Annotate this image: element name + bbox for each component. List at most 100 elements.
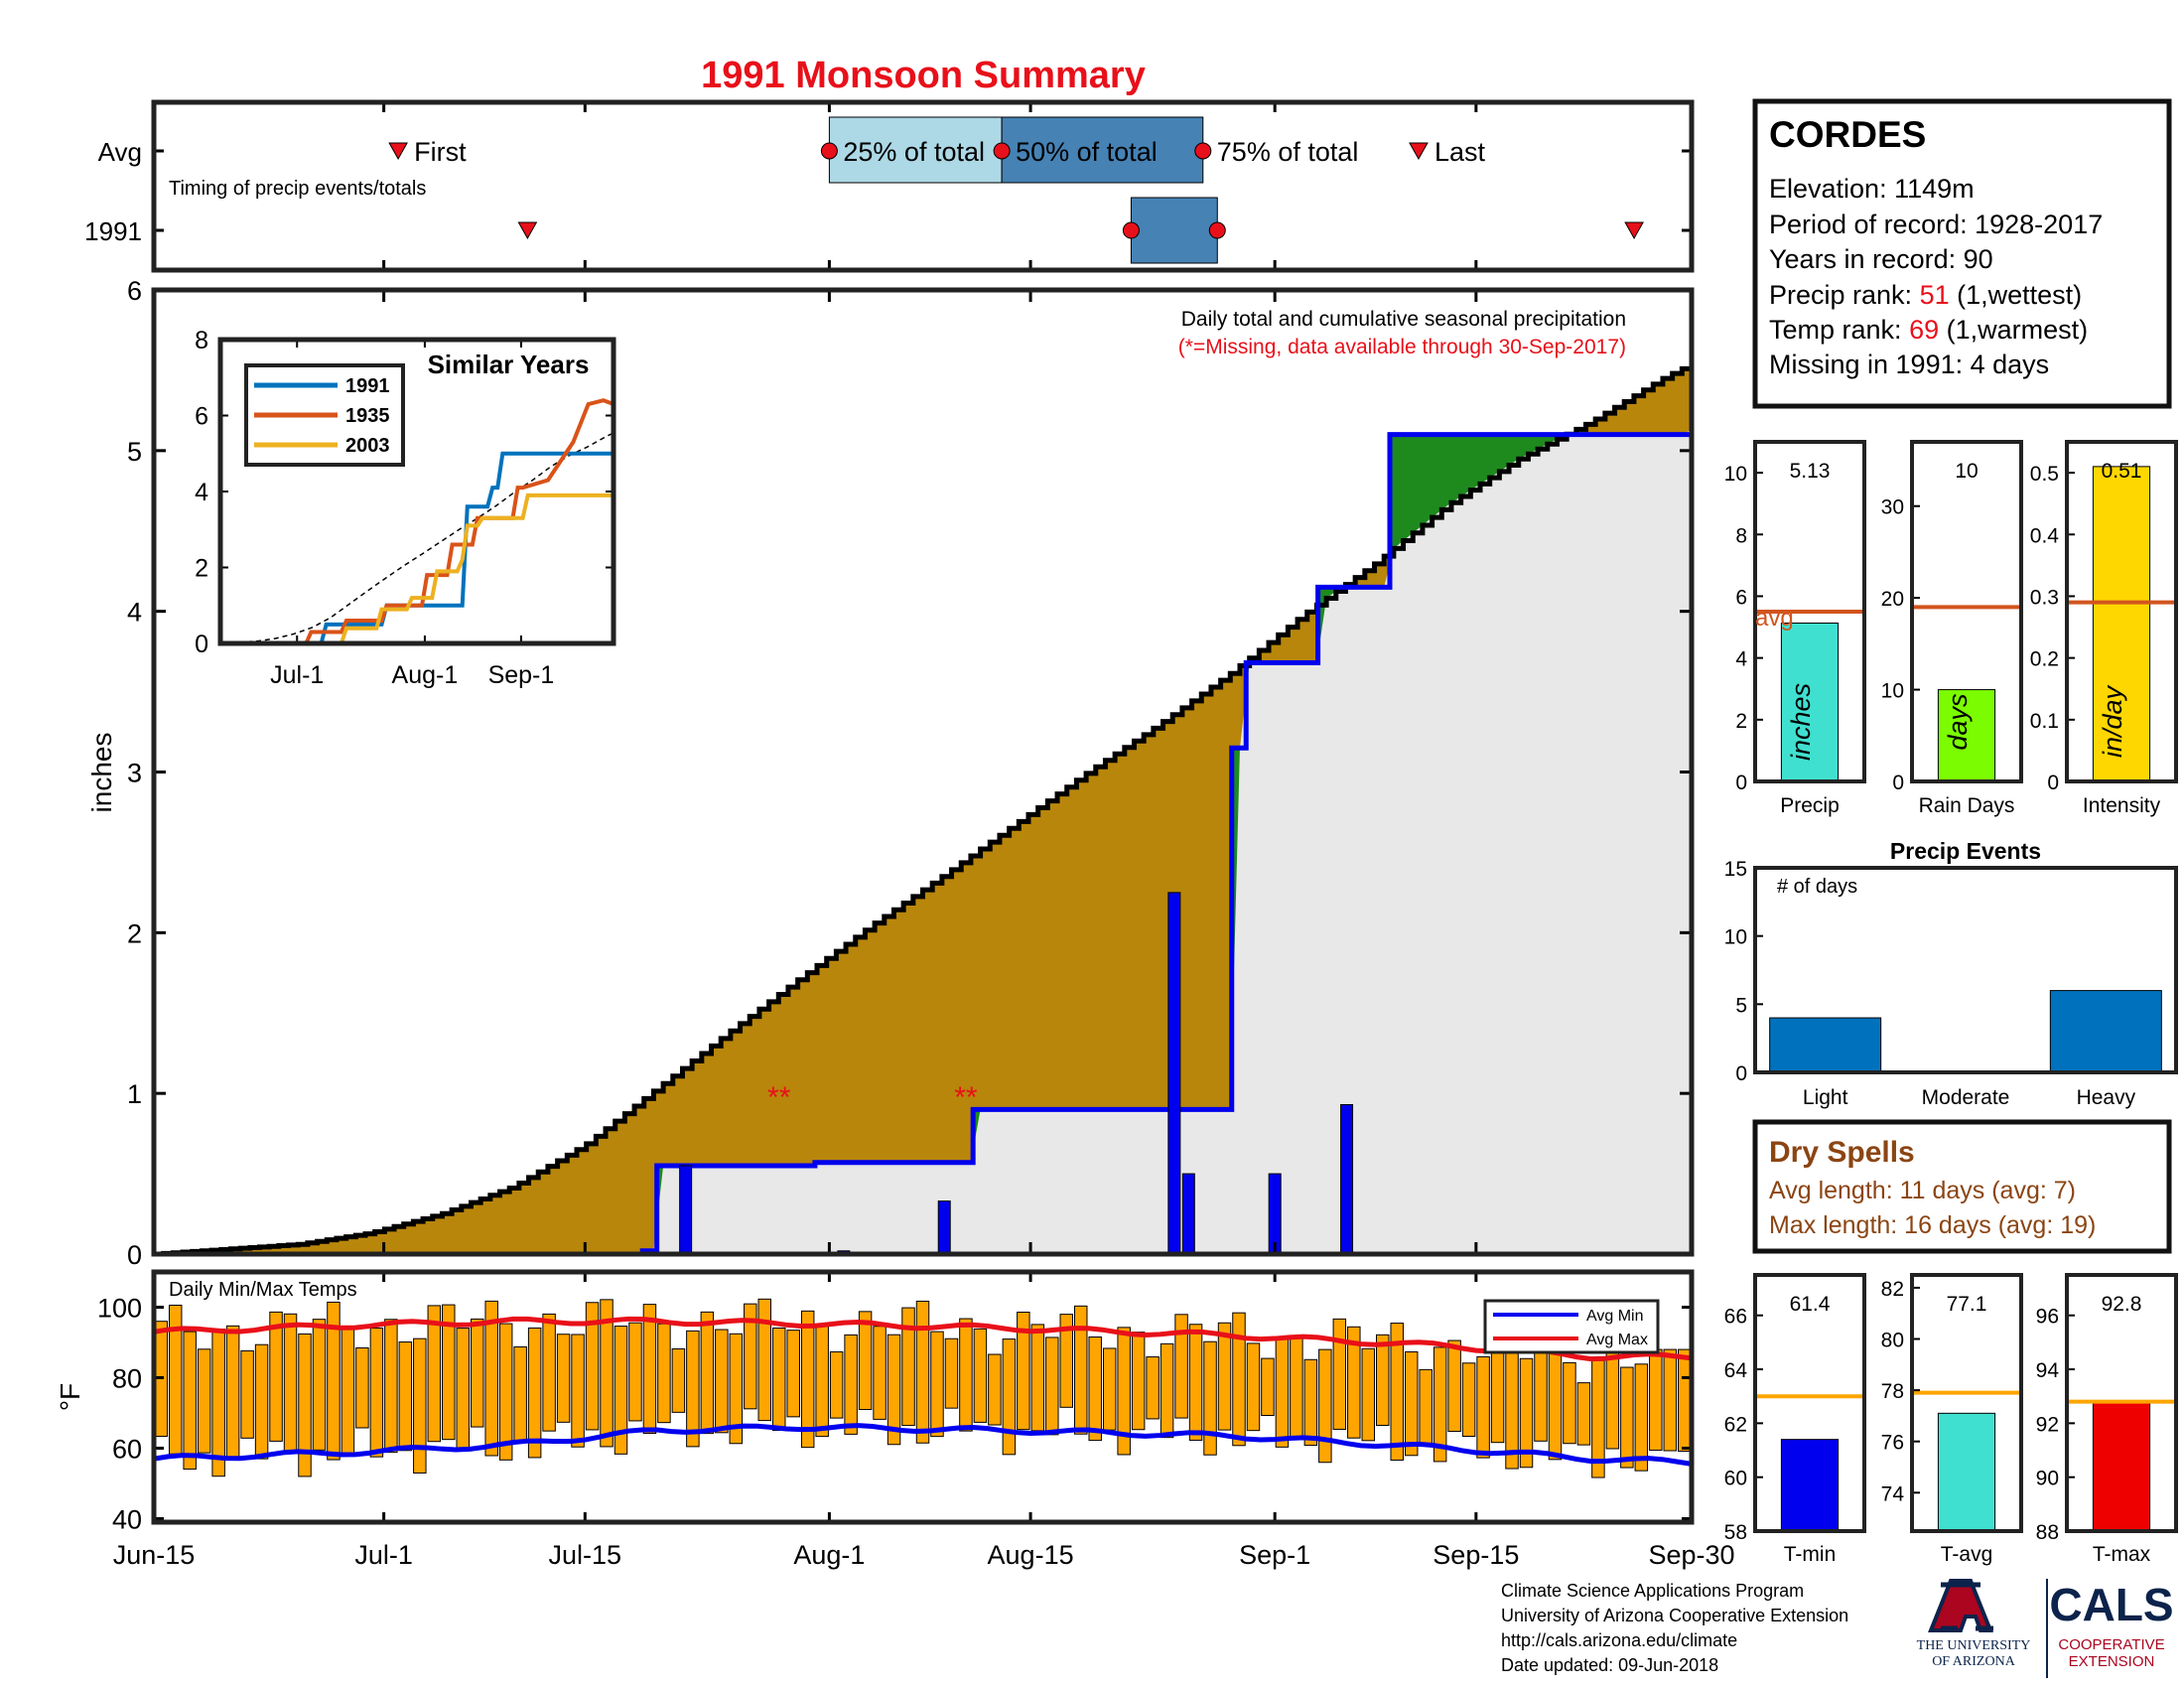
raindays-panel-frame <box>1910 440 2023 783</box>
precip-ytick-label: 4 <box>127 598 142 628</box>
tavg-bar <box>1937 1412 1996 1532</box>
daily-precip-bar <box>1181 1173 1195 1255</box>
daily-temp-bar <box>686 1330 700 1448</box>
year-q25-q75-box <box>1130 197 1218 264</box>
avg-q25-label: 25% of total <box>843 137 985 167</box>
daily-temp-bar <box>1534 1349 1548 1442</box>
temp-ytick-label: 60 <box>112 1434 142 1464</box>
ua-logo-a <box>1928 1579 1993 1632</box>
daily-temp-bar <box>298 1333 312 1477</box>
daily-temp-bar <box>254 1343 269 1460</box>
precip-bar <box>1780 623 1840 782</box>
daily-temp-bar <box>1174 1314 1188 1419</box>
station-info-box <box>1752 98 2172 409</box>
average-cumulative-line <box>154 363 1695 1257</box>
daily-temp-bar <box>1376 1334 1390 1426</box>
avg-first-marker <box>388 142 408 161</box>
tavg-ytick-label: 74 <box>1881 1482 1905 1505</box>
events-bar-light <box>1769 1017 1882 1073</box>
intensity-value: 0.51 <box>2102 460 2142 483</box>
dry-spells-avg: Avg length: 11 days (avg: 7) <box>1769 1177 2076 1204</box>
daily-temp-bar <box>1030 1324 1045 1432</box>
daily-temp-bar <box>384 1319 398 1454</box>
daily-temp-bar <box>1461 1362 1476 1437</box>
rank-span: 51 <box>1920 280 1950 310</box>
daily-temp-bar <box>1605 1348 1620 1450</box>
inset-legend-label: 2003 <box>345 435 390 457</box>
tmax-ytick-label: 94 <box>2036 1359 2060 1382</box>
inset-xtick-label: Sep-1 <box>488 661 555 689</box>
inset-ytick-label: 6 <box>195 403 208 431</box>
temp-legend-box <box>1483 1299 1660 1354</box>
tmin-label: T-min <box>1784 1543 1837 1566</box>
inset-frame <box>217 337 616 646</box>
precip-label: Precip <box>1780 794 1840 817</box>
events-ytick-label: 0 <box>1735 1062 1747 1085</box>
daily-precip-bar <box>937 1200 951 1255</box>
daily-temp-bar <box>1131 1332 1146 1431</box>
dry-spells-title: Dry Spells <box>1769 1136 1915 1169</box>
precip-plot-frame <box>151 287 1695 1257</box>
events-ytick-label: 5 <box>1735 994 1747 1017</box>
daily-temp-bar <box>1634 1363 1649 1472</box>
daily-temp-bar <box>959 1318 973 1432</box>
rank-span: Temp rank: <box>1769 315 1909 345</box>
daily-temp-bar <box>1332 1318 1347 1430</box>
temp-plot-frame <box>151 1269 1695 1525</box>
precip-ytick-label: 1 <box>127 1079 142 1109</box>
daily-temp-bar <box>1419 1368 1433 1446</box>
date-xtick-label: Jul-15 <box>549 1540 622 1570</box>
daily-temp-bar <box>1275 1336 1290 1448</box>
daily-temp-bar <box>341 1327 355 1454</box>
inset-xtick-label: Aug-1 <box>392 661 459 689</box>
tmin-bar <box>1780 1439 1840 1532</box>
tmin-ytick-label: 58 <box>1724 1521 1747 1544</box>
daily-temp-bar <box>1519 1357 1534 1469</box>
intensity-ytick-label: 0.1 <box>2030 710 2059 733</box>
avg-q25-q50-box <box>828 116 1003 184</box>
daily-temp-bar <box>269 1311 283 1442</box>
inset-xtick-label: Jul-1 <box>270 661 324 689</box>
tavg-ytick-label: 76 <box>1881 1432 1904 1455</box>
daily-temp-bar <box>585 1302 600 1431</box>
precip-ytick-label: 3 <box>127 759 142 788</box>
daily-temp-bar <box>800 1310 815 1449</box>
daily-temp-bar <box>1217 1322 1232 1431</box>
events-xtick-label: Moderate <box>1922 1086 2010 1109</box>
avg-q75-label: 75% of total <box>1217 137 1359 167</box>
daily-temp-bar <box>456 1328 470 1450</box>
daily-temp-bar <box>283 1313 298 1454</box>
daily-precip-bar <box>1340 1103 1354 1255</box>
date-xtick-label: Aug-15 <box>988 1540 1074 1570</box>
intensity-ytick-label: 0.5 <box>2030 463 2059 486</box>
daily-temp-bar <box>542 1313 556 1432</box>
year-last-marker <box>1624 221 1644 240</box>
daily-temp-bar <box>1002 1338 1017 1456</box>
daily-temp-bar <box>1160 1342 1174 1439</box>
raindays-label: Rain Days <box>1919 794 2015 817</box>
avg-first-label: First <box>414 137 467 167</box>
daily-temp-bar <box>844 1334 858 1435</box>
date-xtick-label: Sep-15 <box>1433 1540 1519 1570</box>
daily-temp-bar <box>600 1299 614 1448</box>
daily-temp-bar <box>1117 1327 1131 1456</box>
daily-temp-bar <box>988 1353 1002 1426</box>
station-elevation: Elevation: 1149m <box>1769 174 1975 204</box>
tmax-ytick-label: 96 <box>2036 1306 2059 1329</box>
avg-q50-label: 50% of total <box>1016 137 1158 167</box>
tavg-ytick-label: 78 <box>1881 1380 1904 1403</box>
page-title: 1991 Monsoon Summary <box>701 55 1146 96</box>
daily-temp-bar <box>628 1322 642 1422</box>
temp-ytick-label: 100 <box>97 1293 142 1323</box>
inset-title: Similar Years <box>428 350 590 379</box>
missing-note: (*=Missing, data available through 30-Se… <box>1178 336 1626 358</box>
daily-temp-bar <box>1563 1361 1576 1445</box>
station-period: Period of record: 1928-2017 <box>1769 210 2103 239</box>
tmax-panel-frame <box>2065 1273 2178 1533</box>
date-xtick-label: Sep-1 <box>1239 1540 1310 1570</box>
avg-q50-marker <box>993 142 1011 160</box>
rank-span: (1,wettest) <box>1950 280 2083 310</box>
daily-temp-bar <box>1649 1348 1663 1451</box>
precip-note: Daily total and cumulative seasonal prec… <box>1181 308 1626 331</box>
